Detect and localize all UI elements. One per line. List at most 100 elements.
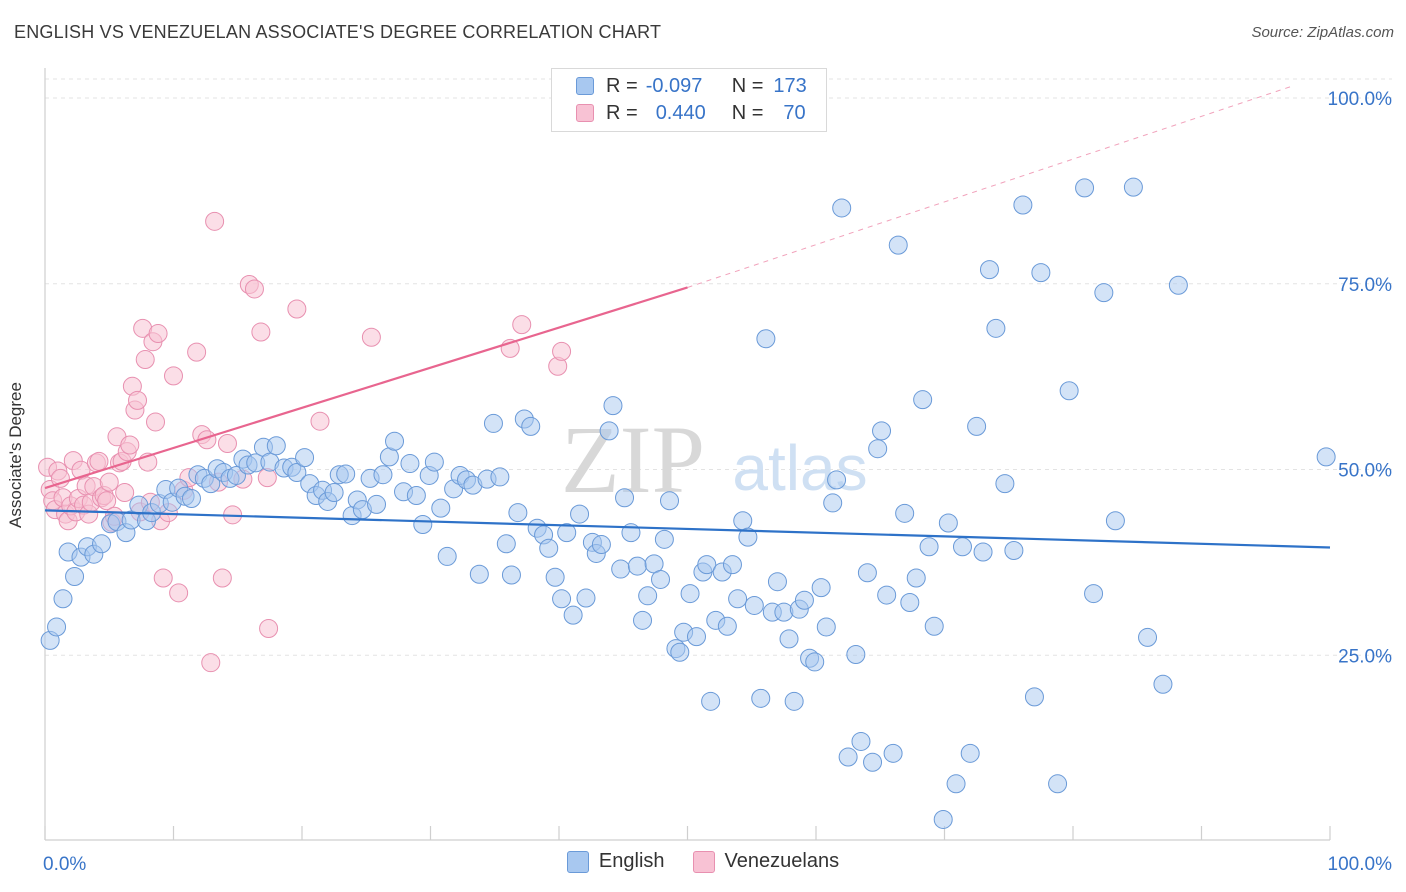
english-point <box>591 535 611 555</box>
y-tick-label: 25.0% <box>1338 646 1392 667</box>
english-point <box>986 318 1006 338</box>
english-point <box>946 774 966 794</box>
y-tick-label: 75.0% <box>1338 275 1392 296</box>
english-point <box>53 589 73 609</box>
r-value: -0.097 <box>645 74 703 97</box>
venezuelans-points <box>38 211 572 673</box>
n-label: N = <box>731 101 764 124</box>
correlation-legend: R = -0.097 N = 173 R = 0.440 N = 70 <box>551 68 827 132</box>
english-point <box>744 595 764 615</box>
venezuelans-legend-icon <box>692 850 715 873</box>
english-point <box>654 529 674 549</box>
english-point <box>1031 263 1051 283</box>
english-point <box>913 390 933 410</box>
english-point <box>1168 275 1188 295</box>
english-point <box>670 642 690 662</box>
venezuelans-point <box>120 435 140 455</box>
r-value: 0.440 <box>655 101 706 124</box>
venezuelans-point <box>135 350 155 370</box>
english-point <box>483 413 503 433</box>
english-point <box>1075 178 1095 198</box>
venezuelans-point <box>146 412 166 432</box>
english-point <box>552 589 572 609</box>
english-point <box>490 467 510 487</box>
english-point <box>895 503 915 523</box>
english-point <box>181 488 201 508</box>
venezuelans-point <box>259 619 279 639</box>
legend-item-venezuelans[interactable]: Venezuelans <box>692 850 840 873</box>
english-point <box>1024 687 1044 707</box>
english-point <box>638 586 658 606</box>
venezuelans-point <box>512 315 532 335</box>
venezuelans-point <box>244 279 264 299</box>
r-label: R = <box>606 74 638 97</box>
english-point <box>877 585 897 605</box>
english-point <box>539 538 559 558</box>
english-point <box>784 691 804 711</box>
english-point <box>406 486 426 506</box>
english-point <box>615 488 635 508</box>
english-point <box>65 566 85 586</box>
english-trendline <box>44 509 1331 549</box>
venezuelans-point <box>552 341 572 361</box>
english-point <box>1048 774 1068 794</box>
english-point <box>686 627 706 647</box>
legend-row-english: R = -0.097 N = 173 <box>576 73 807 99</box>
chart-title: ENGLISH VS VENEZUELAN ASSOCIATE'S DEGREE… <box>14 22 662 42</box>
english-point <box>774 602 794 622</box>
english-point <box>756 329 776 349</box>
english-point <box>1316 447 1336 467</box>
venezuelans-point <box>97 491 117 511</box>
tick-labels: 100.0% 75.0% 50.0% 25.0% 0.0% 100.0% <box>43 89 1392 875</box>
english-point <box>47 617 67 637</box>
n-value: 70 <box>783 101 806 124</box>
trendlines <box>44 86 1331 549</box>
english-point <box>779 629 799 649</box>
english-point <box>431 498 451 518</box>
english-point <box>722 555 742 575</box>
venezuelans-point <box>148 324 168 344</box>
english-point <box>680 584 700 604</box>
english-point <box>863 752 883 772</box>
venezuelans-point <box>99 472 119 492</box>
english-point <box>367 494 387 514</box>
english-point <box>846 645 866 665</box>
english-point <box>827 470 847 490</box>
y-tick-label: 100.0% <box>1328 89 1393 110</box>
english-point <box>1004 540 1024 560</box>
english-point <box>508 503 528 523</box>
venezuelans-point <box>201 653 221 673</box>
venezuelans-point <box>361 327 381 347</box>
english-point <box>400 454 420 474</box>
legend-label-venezuelans: Venezuelans <box>724 850 840 872</box>
venezuelans-point <box>217 433 237 453</box>
english-point <box>697 555 717 575</box>
english-point <box>832 198 852 218</box>
english-point <box>92 534 112 554</box>
english-point <box>738 527 758 547</box>
english-point <box>627 556 647 576</box>
english-point <box>424 452 444 472</box>
n-label: N = <box>731 74 764 97</box>
n-value: 173 <box>773 74 807 97</box>
english-point <box>805 652 825 672</box>
english-point <box>924 616 944 636</box>
series-legend: English Venezuelans <box>0 850 1406 873</box>
venezuelans-point <box>287 299 307 319</box>
legend-item-english[interactable]: English <box>566 850 665 873</box>
english-point <box>794 590 814 610</box>
english-point <box>933 809 953 829</box>
english-point <box>767 572 787 592</box>
source-attribution: Source: ZipAtlas.com <box>1251 24 1394 41</box>
english-point <box>1094 283 1114 303</box>
venezuelans-trendline <box>44 286 688 490</box>
english-point <box>838 747 858 767</box>
english-point <box>633 610 653 630</box>
english-point <box>651 569 671 589</box>
english-point <box>545 567 565 587</box>
legend-row-venezuelans: R = 0.440 N = 70 <box>576 100 806 126</box>
venezuelans-point <box>257 468 277 488</box>
english-point <box>888 235 908 255</box>
english-point <box>570 504 590 524</box>
